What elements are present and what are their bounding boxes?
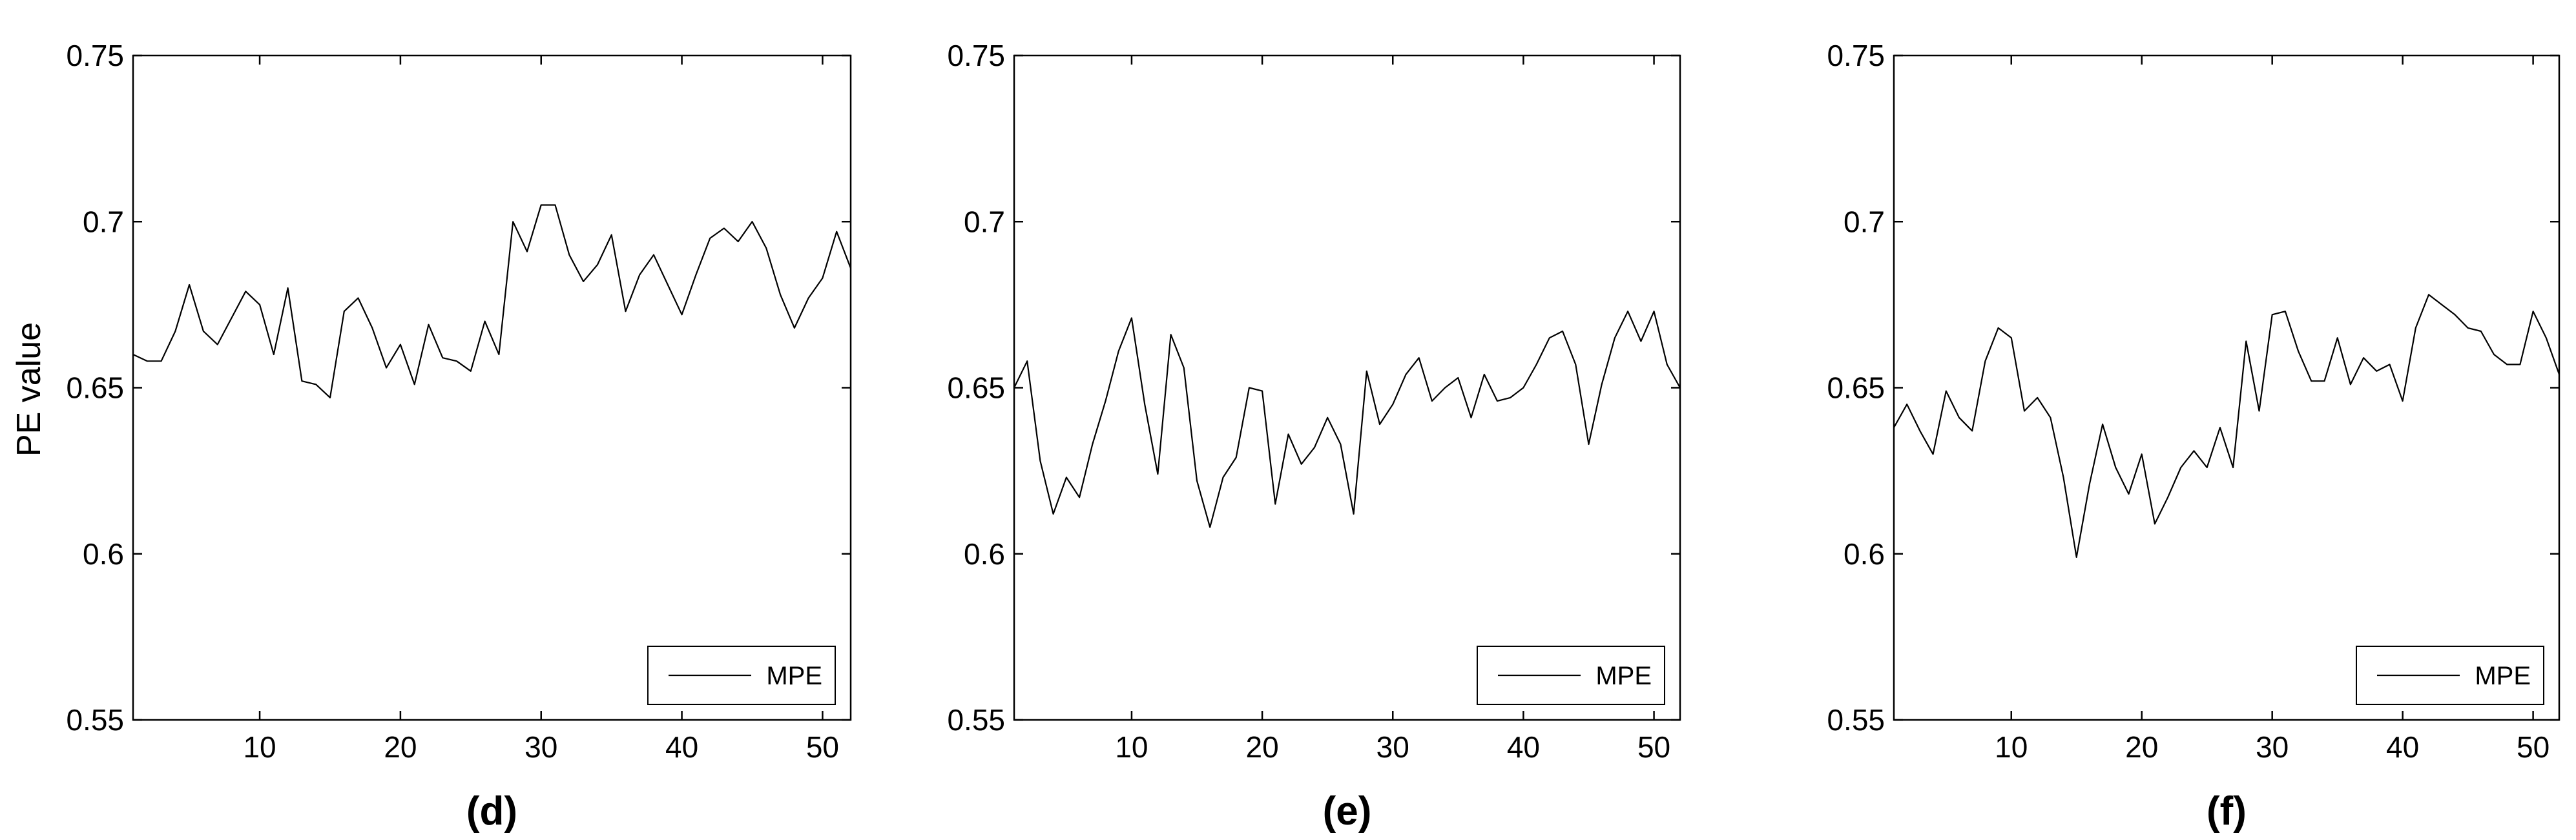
panel-label: (d) [466,789,517,834]
x-tick-label: 20 [1246,730,1279,764]
x-tick-label: 10 [1995,730,2028,764]
y-tick-label: 0.55 [66,703,124,737]
panel-label: (e) [1323,789,1372,834]
y-tick-label: 0.65 [947,371,1005,405]
x-tick-label: 50 [806,730,839,764]
legend-label: MPE [2475,662,2531,690]
series-line-mpe [1013,311,1681,528]
y-tick-label: 0.6 [964,537,1005,571]
x-tick-label: 10 [243,730,276,764]
y-tick-label: 0.65 [1827,371,1885,405]
x-tick-label: 30 [1376,730,1409,764]
plot-area-frame [1893,54,2560,721]
x-tick-label: 30 [2256,730,2289,764]
y-tick-label: 0.7 [1844,205,1885,238]
y-tick-label: 0.75 [1827,39,1885,72]
y-tick-label: 0.6 [83,537,124,571]
x-tick-label: 50 [2517,730,2550,764]
plot-area-frame [132,54,852,721]
legend: MPE [647,646,836,705]
y-axis-label: PE value [10,322,48,456]
x-tick-label: 50 [1637,730,1670,764]
series-line-mpe [1893,294,2560,558]
y-tick-label: 0.6 [1844,537,1885,571]
panel-label: (f) [2207,789,2247,834]
x-tick-label: 30 [525,730,557,764]
x-tick-label: 40 [2386,730,2419,764]
y-tick-label: 0.7 [83,205,124,238]
y-tick-label: 0.55 [947,703,1005,737]
y-tick-label: 0.75 [66,39,124,72]
legend-label: MPE [766,662,822,690]
chart-panel-2: 0.55 0.6 0.65 0.7 0.75 10 20 30 40 50 MPE (f) [1827,39,2560,834]
chart-panel-1: 0.55 0.6 0.65 0.7 0.75 10 20 30 40 50 MPE (e) [947,39,1681,834]
x-tick-label: 40 [665,730,698,764]
legend: MPE [2356,646,2544,705]
y-tick-label: 0.55 [1827,703,1885,737]
legend: MPE [1477,646,1665,705]
series-line-mpe [132,204,852,399]
plot-area-frame [1013,54,1681,721]
x-tick-label: 20 [2125,730,2158,764]
x-tick-label: 20 [384,730,417,764]
y-tick-label: 0.75 [947,39,1005,72]
y-tick-label: 0.7 [964,205,1005,238]
x-tick-label: 40 [1507,730,1540,764]
x-tick-label: 10 [1115,730,1148,764]
chart-panel-0: 0.55 0.6 0.65 0.7 0.75 10 20 30 40 50 MPE (d) [66,39,852,834]
y-tick-label: 0.65 [66,371,124,405]
legend-label: MPE [1595,662,1652,690]
